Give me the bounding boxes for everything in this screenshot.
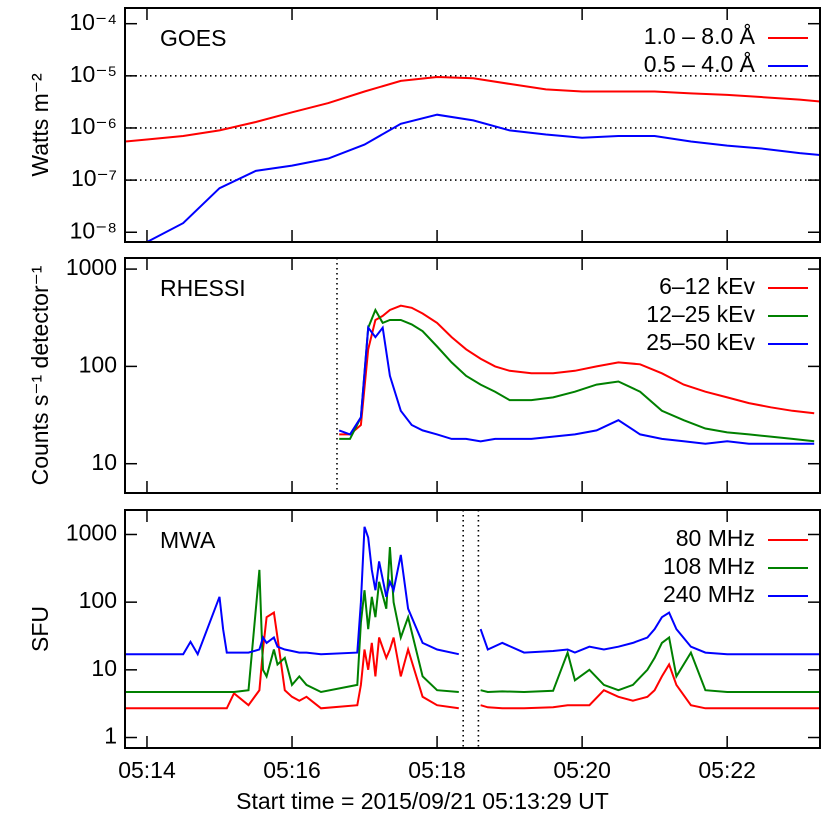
y-axis-label: Counts s⁻¹ detector⁻¹ — [27, 265, 53, 485]
data-line — [125, 75, 820, 143]
y-tick-label: 1 — [104, 723, 117, 749]
panel-label: GOES — [160, 25, 226, 51]
x-tick-label: 05:18 — [408, 757, 466, 783]
x-tick-label: 05:22 — [698, 757, 756, 783]
y-tick-label: 10⁻⁷ — [71, 165, 117, 191]
data-line — [339, 307, 815, 443]
series-group — [125, 526, 820, 710]
legend-label: 0.5 – 4.0 Å — [644, 50, 756, 77]
y-tick-label: 10⁻⁵ — [70, 61, 117, 87]
y-tick-label: 10⁻⁴ — [69, 9, 117, 35]
y-tick-label: 10 — [91, 449, 117, 475]
legend-label: 240 MHz — [663, 581, 755, 607]
legend-label: 12–25 kEv — [646, 301, 755, 327]
y-tick-label: 1000 — [66, 520, 117, 546]
plot-frame — [124, 509, 821, 749]
panel-label: RHESSI — [160, 275, 246, 301]
data-line — [125, 610, 820, 710]
data-line — [146, 113, 820, 242]
y-tick-label: 10⁻⁸ — [70, 217, 117, 243]
data-line — [339, 304, 815, 436]
x-tick-label: 05:14 — [118, 757, 176, 783]
y-axis-label: Watts m⁻² — [27, 73, 53, 177]
data-line — [338, 325, 815, 445]
data-line — [125, 526, 820, 657]
y-tick-label: 100 — [79, 587, 117, 613]
y-tick-label: 10 — [91, 655, 117, 681]
plot-frame — [124, 7, 821, 243]
y-axis-label: SFU — [27, 606, 53, 652]
x-tick-label: 05:20 — [553, 757, 611, 783]
y-tick-label: 100 — [79, 351, 117, 377]
data-line — [125, 547, 820, 694]
panel-label: MWA — [160, 527, 216, 553]
series-group — [125, 75, 820, 242]
legend-label: 80 MHz — [676, 525, 755, 551]
plot-frame — [124, 257, 821, 494]
x-axis-label: Start time = 2015/09/21 05:13:29 UT — [236, 788, 609, 814]
legend-label: 108 MHz — [663, 553, 755, 579]
legend-label: 25–50 kEv — [646, 329, 755, 355]
y-tick-label: 1000 — [66, 254, 117, 280]
x-tick-label: 05:16 — [263, 757, 321, 783]
series-group — [338, 304, 815, 445]
legend-label: 1.0 – 8.0 Å — [644, 22, 756, 49]
y-tick-label: 10⁻⁶ — [70, 113, 117, 139]
legend-label: 6–12 kEv — [659, 273, 755, 299]
